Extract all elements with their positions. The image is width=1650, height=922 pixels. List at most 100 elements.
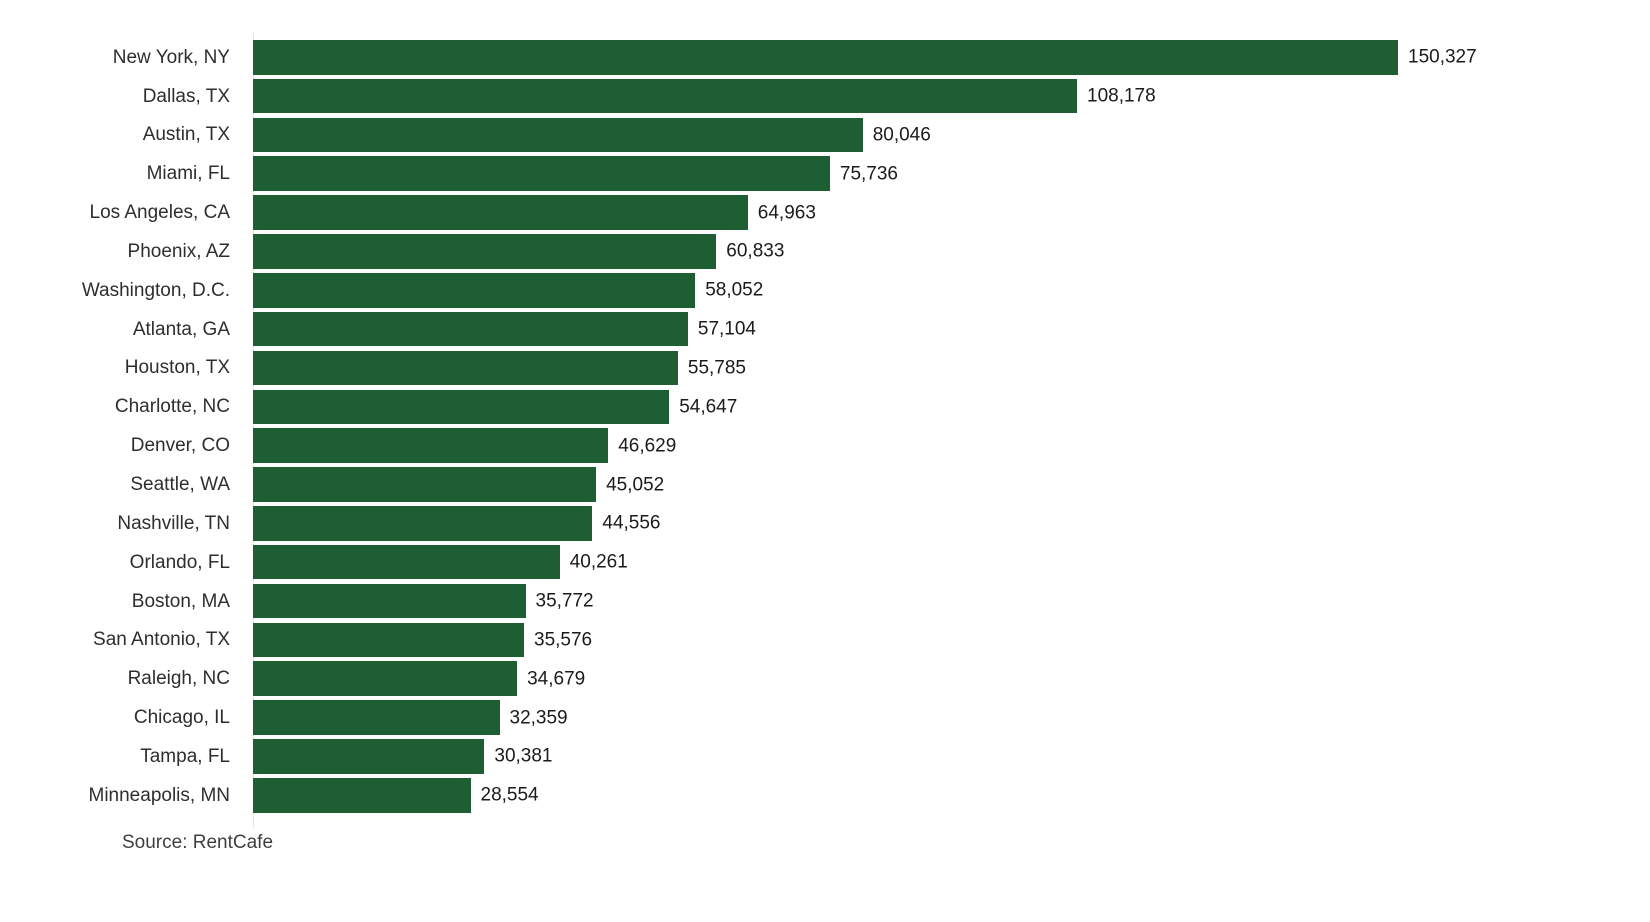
bar (253, 117, 863, 153)
value-label: 75,736 (839, 163, 899, 185)
value-label: 57,104 (697, 318, 757, 340)
bar (253, 272, 696, 308)
bar-area: 40,261 (253, 544, 1650, 580)
bar-area: 46,629 (253, 428, 1650, 463)
bar-row: Nashville, TN 44,556 (0, 504, 1650, 543)
bar (253, 195, 748, 230)
bar (253, 506, 593, 541)
value-label: 108,178 (1087, 85, 1156, 107)
bar-row: Washington, D.C. 58,052 (0, 271, 1650, 310)
category-label: New York, NY (112, 46, 230, 68)
bar-row: Phoenix, AZ 60,833 (0, 232, 1650, 271)
bar-area: 35,576 (253, 622, 1650, 658)
bar-area: 64,963 (253, 195, 1650, 230)
bar (253, 467, 597, 502)
value-label: 64,963 (757, 202, 816, 224)
bar-row: Dallas, TX 108,178 (0, 77, 1650, 116)
bar (253, 78, 1077, 114)
category-label: Orlando, FL (129, 551, 230, 573)
value-label: 45,052 (606, 474, 665, 495)
bar-area: 57,104 (253, 311, 1650, 347)
value-label: 58,052 (705, 279, 764, 301)
category-label: Miami, FL (146, 163, 230, 185)
bar-area: 55,785 (253, 350, 1650, 386)
bar-area: 60,833 (253, 234, 1650, 269)
bar-area: 108,178 (253, 78, 1650, 114)
bar-row: Austin, TX 80,046 (0, 115, 1650, 154)
value-label: 30,381 (494, 745, 553, 767)
value-label: 44,556 (602, 512, 661, 534)
bar-area: 28,554 (253, 777, 1650, 813)
bar-row: Charlotte, NC 54,647 (0, 387, 1650, 426)
category-label: Nashville, TN (117, 512, 230, 534)
value-label: 80,046 (872, 124, 931, 146)
bar (253, 544, 560, 580)
bar-area: 80,046 (253, 117, 1650, 153)
category-label: Phoenix, AZ (127, 240, 230, 262)
bar-row: San Antonio, TX 35,576 (0, 620, 1650, 659)
bar-area: 45,052 (253, 467, 1650, 502)
category-label: Minneapolis, MN (88, 784, 231, 806)
bar-row: Los Angeles, CA 64,963 (0, 193, 1650, 232)
bar-area: 32,359 (253, 700, 1650, 735)
category-label: Houston, TX (124, 357, 230, 379)
value-label: 35,576 (534, 629, 593, 651)
bar (253, 739, 485, 774)
category-label: Boston, MA (131, 590, 230, 612)
bar (253, 234, 717, 269)
category-label: Chicago, IL (133, 707, 230, 729)
source-note: Source: RentCafe (122, 832, 274, 853)
bar-area: 34,679 (253, 661, 1650, 697)
bar-row: Miami, FL 75,736 (0, 154, 1650, 193)
bar-row: Denver, CO 46,629 (0, 426, 1650, 465)
bar-area: 54,647 (253, 389, 1650, 425)
bar (253, 156, 830, 192)
bar (253, 583, 526, 619)
bar-area: 58,052 (253, 272, 1650, 308)
value-label: 34,679 (527, 668, 586, 690)
bar (253, 622, 524, 658)
bar (253, 350, 678, 386)
bar (253, 428, 609, 463)
bar (253, 700, 500, 735)
chart-plot-area: New York, NY 150,327 Dallas, TX 108,178 … (0, 38, 1650, 815)
bar-row: Seattle, WA 45,052 (0, 465, 1650, 504)
category-label: Seattle, WA (130, 474, 230, 495)
bar (253, 777, 471, 813)
bar-row: New York, NY 150,327 (0, 38, 1650, 77)
value-label: 60,833 (726, 240, 785, 262)
category-label: Los Angeles, CA (89, 202, 230, 224)
category-label: Dallas, TX (142, 85, 230, 107)
category-label: Atlanta, GA (132, 318, 230, 340)
value-label: 150,327 (1408, 46, 1477, 68)
bar-area: 30,381 (253, 739, 1650, 774)
bar-row: Chicago, IL 32,359 (0, 698, 1650, 737)
value-label: 32,359 (509, 707, 568, 729)
category-label: Tampa, FL (140, 745, 230, 767)
bar (253, 661, 518, 697)
value-label: 46,629 (618, 435, 677, 457)
bar-row: Boston, MA 35,772 (0, 582, 1650, 621)
bar-area: 150,327 (253, 39, 1650, 75)
category-label: Charlotte, NC (114, 396, 230, 418)
value-label: 35,772 (535, 590, 594, 612)
value-label: 55,785 (687, 357, 747, 379)
bar-area: 75,736 (253, 156, 1650, 192)
bar-row: Orlando, FL 40,261 (0, 543, 1650, 582)
bar (253, 311, 688, 347)
value-label: 54,647 (679, 396, 738, 418)
category-label: Austin, TX (142, 124, 230, 146)
bar-area: 44,556 (253, 506, 1650, 541)
category-label: San Antonio, TX (93, 629, 230, 651)
value-label: 28,554 (480, 784, 539, 806)
bar-row: Tampa, FL 30,381 (0, 737, 1650, 776)
bar (253, 39, 1398, 75)
bar-area: 35,772 (253, 583, 1650, 619)
bar-row: Raleigh, NC 34,679 (0, 659, 1650, 698)
bar-row: Atlanta, GA 57,104 (0, 310, 1650, 349)
value-label: 40,261 (569, 551, 628, 573)
category-label: Raleigh, NC (127, 668, 230, 690)
bar (253, 389, 670, 425)
bar-row: Houston, TX 55,785 (0, 349, 1650, 388)
